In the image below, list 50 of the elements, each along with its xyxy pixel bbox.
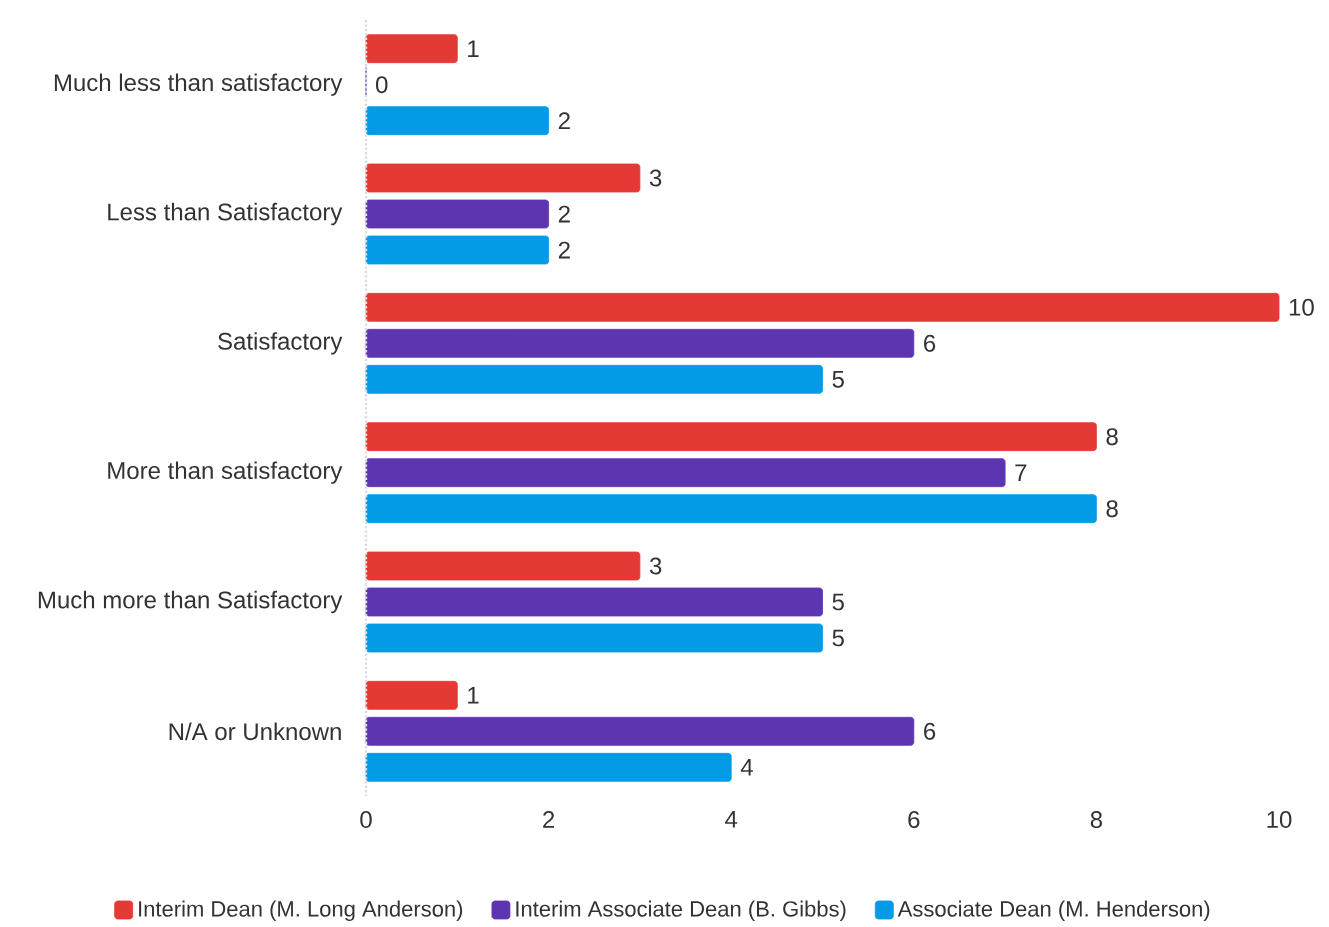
- data-label: 6: [924, 722, 936, 740]
- bar: [365, 623, 823, 653]
- data-label: 10: [1289, 298, 1314, 316]
- bar: [365, 34, 458, 63]
- data-label: 6: [924, 334, 936, 352]
- x-tick-label: 8: [1090, 810, 1103, 828]
- bar: [365, 494, 1097, 523]
- bar: [365, 716, 915, 746]
- legend-label: Associate Dean (M. Henderson): [897, 900, 1210, 921]
- y-tick-label: Satisfactory: [218, 331, 343, 355]
- data-label: 3: [649, 169, 662, 187]
- data-label: 5: [832, 370, 844, 388]
- y-tick-label: Much less than satisfactory: [54, 73, 343, 96]
- x-tick-label: 0: [360, 810, 372, 828]
- data-label: 2: [558, 241, 570, 259]
- y-tick-label: Less than Satisfactory: [108, 202, 343, 225]
- x-tick-label: 6: [908, 810, 920, 828]
- bar: [365, 752, 732, 782]
- data-label: 8: [1106, 427, 1118, 445]
- data-label: 3: [649, 557, 662, 575]
- data-label: 2: [558, 112, 570, 129]
- bar: [365, 163, 641, 193]
- data-label: 1: [468, 40, 479, 57]
- x-tick-label: 4: [725, 810, 738, 828]
- bar: [365, 199, 549, 229]
- bar: [365, 422, 1097, 451]
- data-label: 2: [558, 205, 570, 223]
- data-label: 7: [1015, 464, 1027, 481]
- x-tick-label: 2: [543, 810, 555, 828]
- bar: [365, 328, 915, 358]
- bar: [365, 458, 1006, 487]
- data-label: 1: [468, 686, 479, 704]
- bar: [365, 551, 641, 581]
- x-tick-label: 10: [1267, 810, 1292, 828]
- legend-label: Interim Associate Dean (B. Gibbs): [516, 900, 846, 921]
- data-label: 5: [832, 593, 844, 611]
- bar: [365, 106, 549, 135]
- y-tick-label: N/A or Unknown: [169, 722, 341, 740]
- bar: [365, 292, 1280, 322]
- y-tick-label: Much more than Satisfactory: [38, 590, 343, 613]
- bar: [365, 364, 823, 394]
- data-label: 4: [740, 758, 753, 776]
- bar: [365, 587, 823, 617]
- data-label: 0: [376, 75, 388, 93]
- data-label: 5: [832, 629, 844, 647]
- bar: [365, 235, 549, 265]
- data-label: 8: [1106, 499, 1118, 517]
- legend-label: Interim Dean (M. Long Anderson): [139, 900, 463, 921]
- y-tick-label: More than satisfactory: [108, 461, 343, 484]
- bar: [365, 680, 458, 710]
